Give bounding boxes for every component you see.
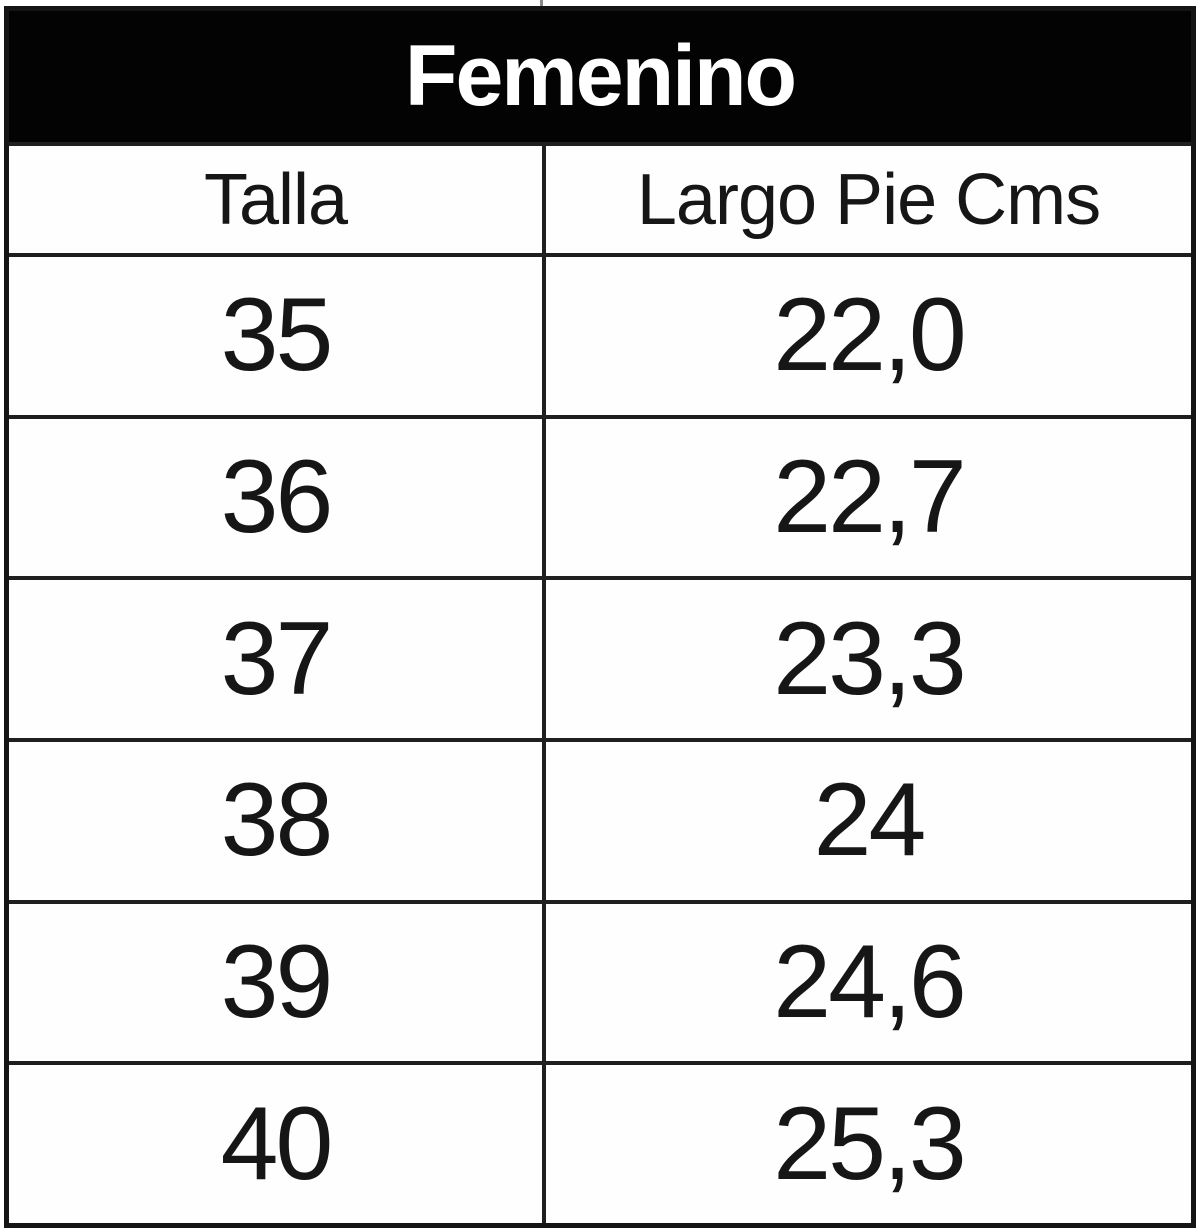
length-cell-row-0: 22,0: [542, 253, 1191, 415]
size-cell-row-5: 40: [9, 1061, 542, 1223]
top-margin-strip: [0, 0, 1200, 6]
length-cell-row-1: 22,7: [542, 414, 1191, 577]
column-header-talla: Talla: [9, 142, 542, 253]
length-cell-row-3: 24: [542, 738, 1191, 900]
length-cell-row-2: 23,3: [542, 576, 1191, 738]
column-header-largo-pie-cms: Largo Pie Cms: [542, 142, 1191, 253]
size-cell-row-4: 39: [9, 899, 542, 1062]
size-cell-row-3: 38: [9, 738, 542, 900]
table-title: Femenino: [9, 11, 1191, 142]
gridline-tick: [540, 0, 543, 6]
length-cell-row-5: 25,3: [542, 1061, 1191, 1223]
size-chart-table: Femenino Talla Largo Pie Cms 35 22,0 36 …: [4, 6, 1196, 1228]
size-cell-row-1: 36: [9, 414, 542, 577]
size-cell-row-0: 35: [9, 253, 542, 415]
size-cell-row-2: 37: [9, 576, 542, 738]
length-cell-row-4: 24,6: [542, 899, 1191, 1062]
